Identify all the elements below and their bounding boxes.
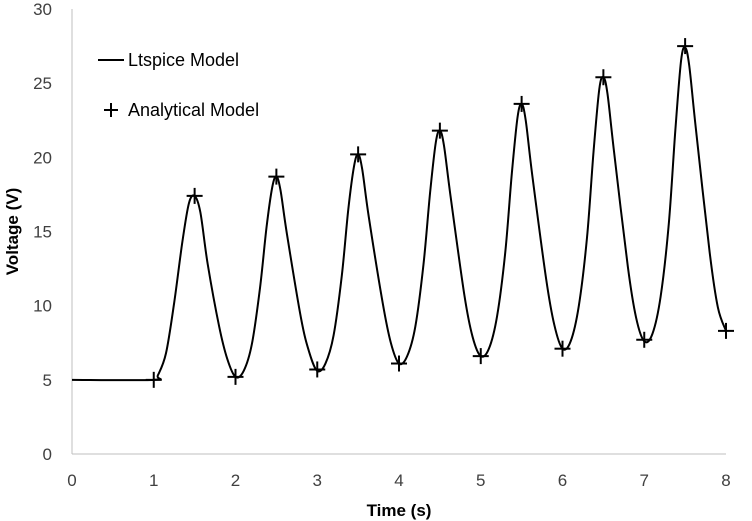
y-tick-label: 0: [43, 445, 52, 464]
y-axis-title: Voltage (V): [3, 188, 22, 276]
y-axis-ticks: 0 5 10 15 20 25 30: [33, 0, 52, 464]
data-point-analytical: [636, 331, 653, 348]
data-point-analytical: [472, 348, 489, 365]
data-point-analytical: [268, 168, 285, 185]
data-point-analytical: [718, 322, 734, 339]
legend-label-ltspice: Ltspice Model: [128, 50, 239, 70]
x-tick-label: 7: [640, 471, 649, 490]
x-tick-label: 0: [67, 471, 76, 490]
series-line-ltspice: [71, 46, 727, 382]
x-tick-label: 3: [313, 471, 322, 490]
data-point-analytical: [677, 38, 694, 55]
data-point-analytical: [431, 122, 448, 139]
legend-label-analytical: Analytical Model: [128, 100, 259, 120]
legend-plus-marker-icon: [104, 103, 118, 117]
data-point-analytical: [227, 368, 244, 385]
data-point-analytical: [186, 187, 203, 204]
x-tick-label: 4: [394, 471, 403, 490]
legend-item-ltspice: Ltspice Model: [98, 50, 239, 70]
y-tick-label: 5: [43, 371, 52, 390]
data-point-analytical: [350, 146, 367, 163]
x-tick-label: 5: [476, 471, 485, 490]
y-tick-label: 15: [33, 223, 52, 242]
x-tick-label: 8: [721, 471, 730, 490]
data-point-analytical: [309, 361, 326, 378]
data-point-analytical: [513, 95, 530, 112]
legend-item-analytical: Analytical Model: [104, 100, 259, 120]
data-point-analytical: [145, 371, 162, 388]
x-axis-title: Time (s): [367, 501, 432, 520]
y-tick-label: 20: [33, 148, 52, 167]
x-axis-ticks: 0 1 2 3 4 5 6 7 8: [67, 471, 730, 490]
y-tick-label: 10: [33, 297, 52, 316]
series-layer: [71, 46, 727, 382]
plot-area: 0 1 2 3 4 5 6 7 8 0 5 10 15 20 25 30: [33, 0, 734, 490]
marker-layer: [145, 38, 734, 388]
data-point-analytical: [595, 69, 612, 86]
x-tick-label: 6: [558, 471, 567, 490]
x-tick-label: 2: [231, 471, 240, 490]
data-point-analytical: [554, 340, 571, 357]
legend: Ltspice Model Analytical Model: [98, 50, 259, 120]
y-tick-label: 25: [33, 74, 52, 93]
x-tick-label: 1: [149, 471, 158, 490]
data-point-analytical: [391, 355, 407, 372]
y-tick-label: 30: [33, 0, 52, 19]
